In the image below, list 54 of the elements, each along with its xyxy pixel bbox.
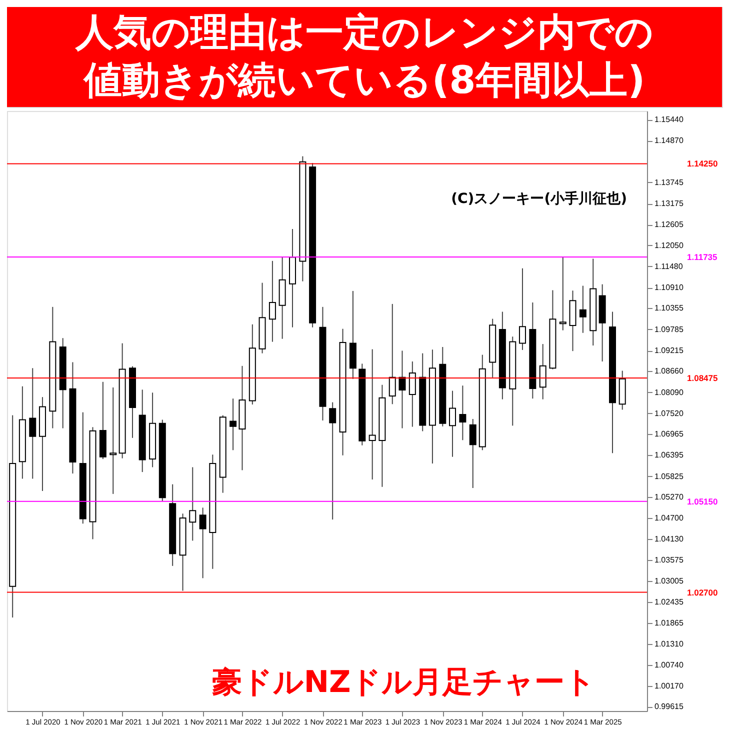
y-tick-label: 1.05825 — [654, 472, 684, 481]
y-tick-label: 1.06965 — [654, 430, 684, 439]
y-tick-label: 1.02435 — [654, 598, 684, 607]
y-tick-label: 1.04700 — [654, 514, 684, 523]
y-tick-label: 1.07520 — [654, 408, 684, 418]
chart-title: 人気の理由は一定のレンジ内での値動きが続いている(8年間以上) — [74, 10, 654, 102]
y-tick-label: 1.13175 — [654, 199, 684, 208]
y-tick-label: 1.00170 — [654, 682, 684, 691]
candlestick — [189, 466, 196, 542]
candlestick — [110, 386, 117, 494]
y-tick-label: 0.99615 — [654, 702, 684, 712]
y-tick-label: 1.12050 — [654, 240, 684, 250]
y-tick-label: 1.10910 — [654, 283, 684, 292]
y-tick-label: 1.05270 — [654, 492, 684, 502]
y-tick-label: 1.15440 — [654, 115, 684, 124]
candlestick — [368, 348, 376, 480]
ref-line-label: 1.11735 — [687, 252, 718, 262]
annotation: 豪ドルNZドル月足チャート — [212, 665, 596, 700]
candlestick — [199, 507, 206, 579]
candlestick — [29, 368, 36, 480]
candlestick — [388, 303, 396, 405]
candlestick — [268, 260, 276, 342]
annotation: (C)スノーキー(小手川征也) — [451, 190, 627, 207]
y-tick-label: 1.01310 — [654, 639, 684, 648]
candlestick — [230, 398, 237, 451]
y-tick-label: 1.14870 — [654, 136, 684, 146]
candlestick — [518, 268, 526, 350]
y-tick-label: 1.09215 — [654, 346, 684, 356]
y-tick-label: 1.10355 — [654, 304, 684, 313]
ref-line-label: 1.02700 — [687, 587, 718, 598]
y-tick-label: 1.09785 — [654, 324, 684, 334]
y-tick-label: 1.13745 — [654, 178, 684, 187]
ref-line-label: 1.08475 — [687, 372, 718, 383]
y-tick-label: 1.03575 — [654, 555, 684, 564]
candlestick — [329, 402, 336, 520]
y-tick-label: 1.11480 — [654, 262, 684, 271]
y-tick-label: 1.04130 — [654, 534, 684, 544]
y-tick-label: 1.06395 — [654, 450, 684, 460]
y-tick-label: 1.01865 — [654, 618, 684, 628]
candlestick — [539, 344, 546, 400]
ref-line-label: 1.14250 — [687, 158, 718, 169]
candlestick — [449, 390, 456, 458]
y-tick-label: 1.12605 — [654, 220, 684, 230]
y-tick-label: 1.08660 — [654, 366, 684, 376]
y-tick-label: 1.03005 — [654, 576, 684, 586]
y-tick-label: 1.00740 — [654, 660, 684, 670]
candlestick — [398, 350, 406, 429]
candlestick — [469, 418, 476, 488]
ref-line-label: 1.05150 — [687, 496, 718, 506]
candlestick — [408, 360, 416, 428]
y-tick-label: 1.08090 — [654, 388, 684, 397]
candlestick — [579, 285, 586, 334]
candlestick — [559, 256, 566, 331]
candlestick — [459, 385, 466, 441]
